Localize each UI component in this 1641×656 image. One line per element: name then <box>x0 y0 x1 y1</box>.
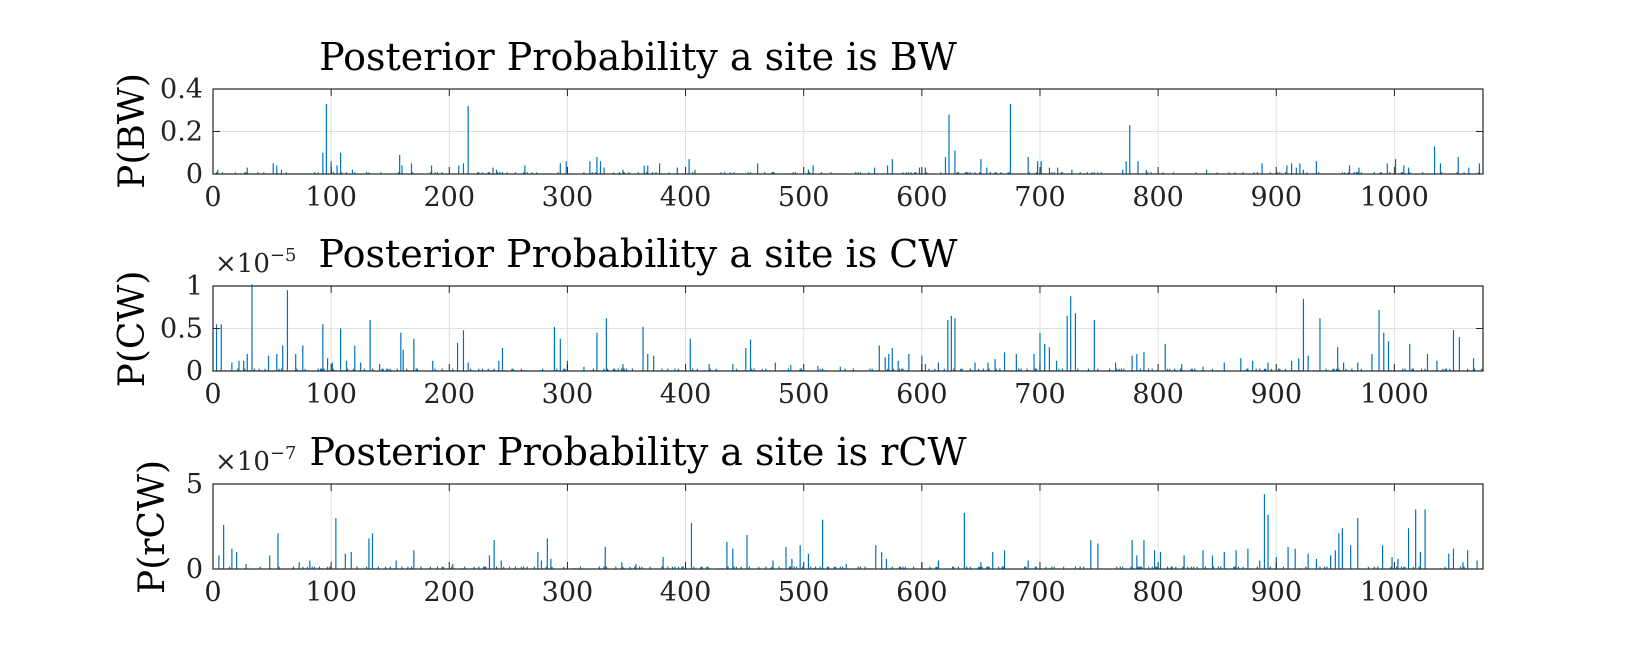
x-tick-label: 0 <box>204 182 221 213</box>
x-tick-label: 200 <box>424 182 476 213</box>
y-tick-label: 5 <box>186 469 203 500</box>
x-tick-label: 400 <box>660 182 712 213</box>
y-tick-label: 0 <box>186 356 203 387</box>
y-tick-label: 1 <box>186 271 203 302</box>
y-tick-label: 0.5 <box>160 314 203 345</box>
axes-box-rcw <box>212 483 1484 570</box>
x-tick-label: 0 <box>204 379 221 410</box>
x-tick-label: 700 <box>1014 182 1066 213</box>
x-tick-label: 900 <box>1250 577 1302 608</box>
x-tick-label: 500 <box>778 577 830 608</box>
panel-title-bw: Posterior Probability a site is BW <box>319 35 957 79</box>
x-tick-label: 200 <box>424 379 476 410</box>
x-tick-label: 800 <box>1132 182 1184 213</box>
series-cw <box>212 284 1484 371</box>
ticks-bw: 0 100 200 300 400 500 600 700 800 900 1000 0 0.2 0.4 <box>160 74 1483 213</box>
y-multiplier-base-rcw: ×10 <box>215 447 270 477</box>
y-tick-label: 0 <box>186 554 203 585</box>
y-multiplier-exp-rcw: −7 <box>270 443 297 464</box>
y-tick-label: 0.2 <box>160 117 203 148</box>
series-rcw <box>212 494 1484 569</box>
x-tick-label: 500 <box>778 379 830 410</box>
y-multiplier-rcw: ×10−7 <box>215 443 296 477</box>
ticks-cw: 0 100 200 300 400 500 600 700 800 900 1000 0 0.5 1 <box>160 271 1483 410</box>
panel-bw: Posterior Probability a site is BW P(BW)… <box>112 35 1484 213</box>
x-tick-label: 700 <box>1014 577 1066 608</box>
panel-rcw: Posterior Probability a site is rCW P(rC… <box>132 430 1484 608</box>
x-tick-label: 300 <box>542 182 594 213</box>
x-tick-label: 1000 <box>1360 182 1429 213</box>
x-tick-label: 500 <box>778 182 830 213</box>
panel-title-rcw: Posterior Probability a site is rCW <box>309 430 966 474</box>
y-multiplier-base-cw: ×10 <box>215 249 270 279</box>
y-multiplier-cw: ×10−5 <box>215 245 296 279</box>
y-axis-label-bw: P(BW) <box>112 73 153 189</box>
y-axis-label-rcw: P(rCW) <box>132 460 173 594</box>
ticks-rcw: 0 100 200 300 400 500 600 700 800 900 1000 0 5 <box>186 469 1483 608</box>
x-tick-label: 900 <box>1250 379 1302 410</box>
x-tick-label: 100 <box>305 577 357 608</box>
x-tick-label: 1000 <box>1360 379 1429 410</box>
y-multiplier-exp-cw: −5 <box>270 245 297 266</box>
panel-cw: Posterior Probability a site is CW P(CW)… <box>112 232 1484 410</box>
x-tick-label: 600 <box>896 182 948 213</box>
x-tick-label: 800 <box>1132 577 1184 608</box>
x-tick-label: 200 <box>424 577 476 608</box>
series-bw <box>212 103 1484 174</box>
x-tick-label: 1000 <box>1360 577 1429 608</box>
x-tick-label: 100 <box>305 379 357 410</box>
x-tick-label: 800 <box>1132 379 1184 410</box>
x-tick-label: 300 <box>542 577 594 608</box>
x-tick-label: 400 <box>660 379 712 410</box>
y-axis-label-cw: P(CW) <box>112 271 153 388</box>
grid-bw <box>212 88 1483 175</box>
x-tick-label: 100 <box>305 182 357 213</box>
x-tick-label: 600 <box>896 379 948 410</box>
y-tick-label: 0 <box>186 159 203 190</box>
x-tick-label: 0 <box>204 577 221 608</box>
y-tick-label: 0.4 <box>160 74 203 105</box>
x-tick-label: 300 <box>542 379 594 410</box>
panel-title-cw: Posterior Probability a site is CW <box>319 232 958 276</box>
x-tick-label: 900 <box>1250 182 1302 213</box>
x-tick-label: 700 <box>1014 379 1066 410</box>
x-tick-label: 400 <box>660 577 712 608</box>
grid-rcw <box>212 483 1483 570</box>
x-tick-label: 600 <box>896 577 948 608</box>
